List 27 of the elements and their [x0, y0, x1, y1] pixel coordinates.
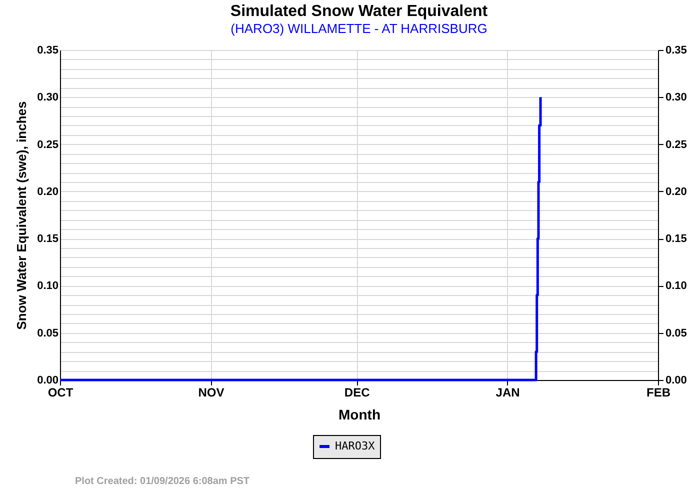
y2-tick-label: 0.30 [666, 92, 687, 104]
x-tick-label: DEC [344, 386, 370, 400]
x-tick-label: JAN [496, 386, 520, 400]
x-axis-title: Month [338, 406, 380, 422]
y2-tick-label: 0.05 [666, 327, 687, 340]
y-tick-label: 0.00 [37, 374, 58, 386]
y-tick-label: 0.05 [37, 327, 58, 340]
y-tick-label: 0.15 [37, 233, 58, 246]
y2-tick-label: 0.35 [666, 44, 687, 56]
y-tick-label: 0.10 [37, 280, 58, 292]
y-tick-label: 0.25 [37, 138, 58, 151]
x-tick-label: FEB [646, 386, 671, 400]
y2-tick-label: 0.15 [666, 233, 687, 246]
y2-tick-label: 0.10 [666, 280, 687, 292]
y2-tick-label: 0.25 [666, 138, 687, 151]
text: Plot Created: 01/09/2026 6:08am PST [75, 476, 250, 487]
y-axis-title: Snow Water Equivalent (swe), inches [14, 101, 30, 330]
y-tick-label: 0.35 [37, 44, 58, 56]
y-tick-label: 0.20 [37, 186, 58, 198]
y2-tick-label: 0.20 [666, 186, 687, 198]
legend-label: HARO3X [335, 440, 376, 452]
chart-title: Simulated Snow Water Equivalent [230, 3, 488, 20]
x-tick-label: OCT [48, 386, 74, 400]
chart-subtitle: (HARO3) WILLAMETTE - AT HARRISBURG [230, 21, 488, 36]
y2-tick-label: 0.00 [666, 374, 687, 386]
x-tick-label: NOV [198, 386, 224, 400]
y-tick-label: 0.30 [37, 92, 58, 104]
